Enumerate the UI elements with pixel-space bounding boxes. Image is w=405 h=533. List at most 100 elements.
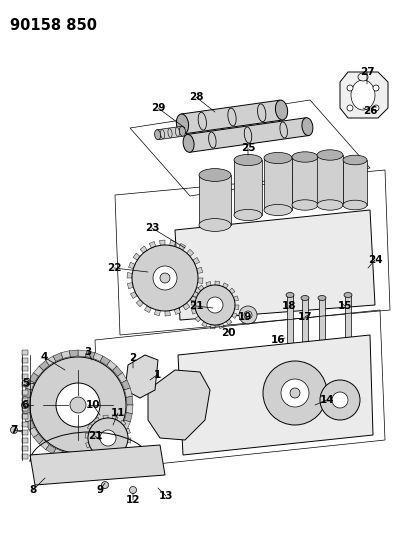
Circle shape bbox=[30, 357, 126, 453]
Polygon shape bbox=[31, 405, 78, 415]
Circle shape bbox=[281, 379, 309, 407]
Polygon shape bbox=[126, 405, 133, 414]
Polygon shape bbox=[183, 303, 190, 310]
Text: 2: 2 bbox=[129, 353, 136, 363]
Polygon shape bbox=[22, 406, 28, 411]
Polygon shape bbox=[61, 451, 70, 459]
Polygon shape bbox=[127, 272, 132, 278]
Polygon shape bbox=[100, 445, 110, 454]
Polygon shape bbox=[124, 447, 129, 453]
Ellipse shape bbox=[177, 114, 189, 134]
Polygon shape bbox=[53, 449, 63, 457]
Polygon shape bbox=[145, 306, 151, 312]
Polygon shape bbox=[175, 210, 375, 320]
Ellipse shape bbox=[275, 100, 288, 120]
Text: 13: 13 bbox=[159, 491, 173, 501]
Text: 4: 4 bbox=[40, 352, 48, 362]
Ellipse shape bbox=[292, 200, 318, 210]
Ellipse shape bbox=[317, 150, 343, 160]
Polygon shape bbox=[22, 398, 28, 403]
Polygon shape bbox=[113, 416, 118, 420]
Ellipse shape bbox=[258, 104, 266, 122]
Polygon shape bbox=[22, 430, 28, 435]
Polygon shape bbox=[69, 405, 78, 453]
Polygon shape bbox=[117, 427, 127, 438]
Polygon shape bbox=[195, 316, 201, 322]
Ellipse shape bbox=[199, 168, 231, 181]
Polygon shape bbox=[202, 321, 207, 327]
Polygon shape bbox=[39, 376, 78, 405]
Polygon shape bbox=[87, 424, 92, 429]
Polygon shape bbox=[103, 415, 108, 418]
Polygon shape bbox=[292, 157, 318, 205]
Text: 12: 12 bbox=[126, 495, 140, 505]
Circle shape bbox=[347, 105, 353, 111]
Ellipse shape bbox=[264, 204, 292, 216]
Circle shape bbox=[130, 487, 136, 494]
Polygon shape bbox=[22, 454, 28, 459]
Circle shape bbox=[160, 273, 170, 283]
Text: 17: 17 bbox=[298, 312, 312, 322]
Circle shape bbox=[88, 418, 128, 458]
Polygon shape bbox=[188, 118, 309, 152]
Text: 21: 21 bbox=[189, 301, 203, 311]
Polygon shape bbox=[30, 400, 78, 405]
Polygon shape bbox=[78, 405, 102, 447]
Polygon shape bbox=[29, 427, 38, 438]
Polygon shape bbox=[23, 397, 30, 405]
Polygon shape bbox=[90, 450, 96, 456]
Polygon shape bbox=[178, 335, 373, 455]
Polygon shape bbox=[85, 433, 89, 438]
Text: 24: 24 bbox=[368, 255, 382, 265]
Polygon shape bbox=[78, 357, 87, 405]
Ellipse shape bbox=[286, 293, 294, 297]
Polygon shape bbox=[130, 292, 137, 298]
Circle shape bbox=[263, 361, 327, 425]
Text: 1: 1 bbox=[153, 370, 161, 380]
Polygon shape bbox=[113, 366, 122, 376]
Polygon shape bbox=[78, 405, 110, 441]
Ellipse shape bbox=[292, 152, 318, 162]
Polygon shape bbox=[302, 298, 308, 356]
Polygon shape bbox=[78, 405, 83, 453]
Polygon shape bbox=[215, 281, 220, 285]
Polygon shape bbox=[345, 295, 351, 350]
Polygon shape bbox=[22, 414, 28, 419]
Polygon shape bbox=[78, 405, 93, 450]
Ellipse shape bbox=[198, 112, 207, 130]
Polygon shape bbox=[233, 296, 239, 301]
Polygon shape bbox=[317, 155, 343, 205]
Polygon shape bbox=[53, 405, 78, 447]
Polygon shape bbox=[23, 388, 32, 397]
Polygon shape bbox=[234, 160, 262, 215]
Ellipse shape bbox=[155, 130, 161, 140]
Text: 27: 27 bbox=[360, 67, 374, 77]
Polygon shape bbox=[170, 240, 176, 246]
Polygon shape bbox=[232, 313, 237, 318]
Polygon shape bbox=[125, 388, 132, 397]
Polygon shape bbox=[61, 351, 70, 358]
Polygon shape bbox=[78, 377, 117, 405]
Text: 6: 6 bbox=[21, 400, 29, 410]
Polygon shape bbox=[22, 422, 28, 427]
Polygon shape bbox=[23, 405, 30, 414]
Polygon shape bbox=[148, 370, 210, 440]
Polygon shape bbox=[174, 308, 181, 314]
Polygon shape bbox=[264, 158, 292, 210]
Polygon shape bbox=[69, 454, 78, 460]
Polygon shape bbox=[34, 366, 43, 376]
Text: 15: 15 bbox=[338, 301, 352, 311]
Polygon shape bbox=[133, 253, 140, 260]
Polygon shape bbox=[107, 360, 117, 370]
Polygon shape bbox=[234, 305, 239, 310]
Text: 29: 29 bbox=[151, 103, 165, 113]
Circle shape bbox=[195, 285, 235, 325]
Polygon shape bbox=[29, 373, 38, 383]
Polygon shape bbox=[149, 241, 156, 248]
Text: 8: 8 bbox=[30, 485, 36, 495]
Polygon shape bbox=[117, 454, 122, 459]
Polygon shape bbox=[136, 300, 143, 306]
Polygon shape bbox=[343, 160, 367, 205]
Polygon shape bbox=[34, 405, 78, 424]
Polygon shape bbox=[73, 357, 78, 405]
